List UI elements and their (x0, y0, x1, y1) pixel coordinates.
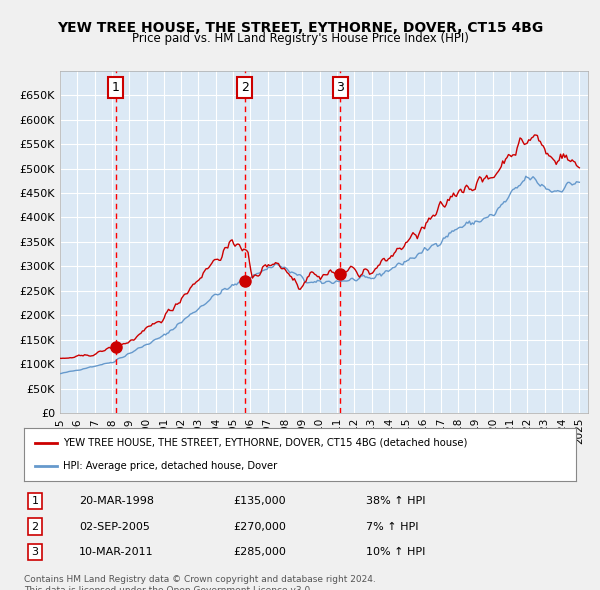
Text: HPI: Average price, detached house, Dover: HPI: Average price, detached house, Dove… (62, 461, 277, 471)
Text: Contains HM Land Registry data © Crown copyright and database right 2024.
This d: Contains HM Land Registry data © Crown c… (24, 575, 376, 590)
Text: 2: 2 (31, 522, 38, 532)
Text: 7% ↑ HPI: 7% ↑ HPI (366, 522, 419, 532)
Text: 1: 1 (112, 81, 119, 94)
Text: 02-SEP-2005: 02-SEP-2005 (79, 522, 150, 532)
Text: 20-MAR-1998: 20-MAR-1998 (79, 496, 154, 506)
Text: 1: 1 (32, 496, 38, 506)
Text: Price paid vs. HM Land Registry's House Price Index (HPI): Price paid vs. HM Land Registry's House … (131, 32, 469, 45)
Text: £270,000: £270,000 (234, 522, 287, 532)
Text: 3: 3 (32, 547, 38, 557)
Text: 38% ↑ HPI: 38% ↑ HPI (366, 496, 426, 506)
Text: 10-MAR-2011: 10-MAR-2011 (79, 547, 154, 557)
Text: 2: 2 (241, 81, 248, 94)
Text: £285,000: £285,000 (234, 547, 287, 557)
Text: YEW TREE HOUSE, THE STREET, EYTHORNE, DOVER, CT15 4BG: YEW TREE HOUSE, THE STREET, EYTHORNE, DO… (57, 21, 543, 35)
Text: YEW TREE HOUSE, THE STREET, EYTHORNE, DOVER, CT15 4BG (detached house): YEW TREE HOUSE, THE STREET, EYTHORNE, DO… (62, 438, 467, 448)
Text: 3: 3 (337, 81, 344, 94)
Text: 10% ↑ HPI: 10% ↑ HPI (366, 547, 425, 557)
Text: £135,000: £135,000 (234, 496, 286, 506)
